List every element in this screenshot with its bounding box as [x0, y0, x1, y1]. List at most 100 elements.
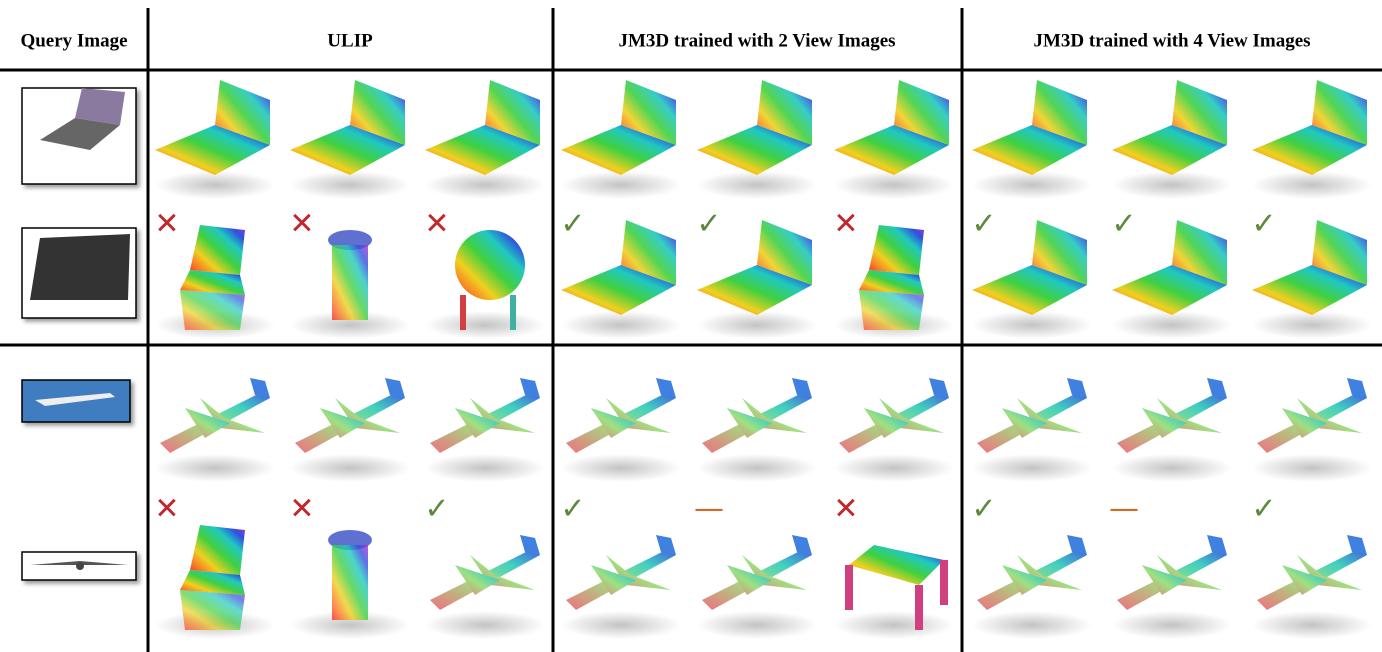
laptop-base: [155, 125, 270, 175]
shadow: [834, 611, 954, 639]
result-mark: ✓: [971, 492, 996, 527]
shadow: [155, 454, 275, 482]
plane-wing: [1017, 398, 1082, 433]
point-cloud: [425, 230, 545, 339]
plane-tail: [656, 378, 676, 398]
point-cloud: [290, 80, 410, 199]
plane-tail: [520, 378, 540, 398]
plane-wing: [455, 565, 500, 595]
airplane-photo: [76, 562, 84, 570]
laptop-base: [290, 125, 405, 175]
point-cloud: [1112, 378, 1232, 482]
result-mark: ✓: [696, 207, 721, 242]
plane-tail: [385, 378, 405, 398]
plane-wing: [1142, 565, 1187, 595]
plane-wing: [1297, 398, 1362, 433]
laptop-base: [1112, 265, 1227, 315]
shadow: [290, 171, 410, 199]
laptop-screen: [757, 80, 812, 145]
column-header: ULIP: [327, 30, 373, 51]
result-mark: ✓: [424, 492, 449, 527]
laptop-screen: [621, 80, 676, 145]
point-cloud: [972, 378, 1092, 482]
point-cloud: [834, 225, 954, 339]
shadow: [1252, 311, 1372, 339]
laptop-screen: [1172, 220, 1227, 285]
plane-wing: [879, 398, 944, 433]
point-cloud: [834, 545, 954, 639]
plane-tail: [520, 535, 540, 555]
shadow: [425, 611, 545, 639]
chair-back: [869, 225, 924, 275]
laptop-screen: [350, 80, 405, 145]
airplane-photo: [35, 393, 115, 406]
chair-leg: [460, 295, 466, 330]
table-leg: [915, 585, 923, 630]
shadow: [561, 311, 681, 339]
plane-tail: [250, 378, 270, 398]
point-cloud: [425, 80, 545, 199]
laptop-screen: [215, 80, 270, 145]
column-header: JM3D trained with 4 View Images: [1033, 30, 1310, 51]
point-cloud: [1252, 535, 1372, 639]
chair-back: [190, 225, 245, 275]
plane-wing: [200, 398, 265, 433]
laptop-base: [697, 125, 812, 175]
laptop-screen: [1312, 80, 1367, 145]
point-cloud: [1112, 220, 1232, 339]
point-cloud: [1112, 80, 1232, 199]
column-header: JM3D trained with 2 View Images: [618, 30, 895, 51]
point-cloud: [972, 80, 1092, 199]
result-mark: ✕: [424, 207, 449, 242]
point-cloud: [1112, 535, 1232, 639]
point-cloud: [155, 80, 275, 199]
laptop-screen: [1032, 80, 1087, 145]
laptop-base: [561, 125, 676, 175]
plane-wing: [606, 398, 671, 433]
point-cloud: [697, 80, 817, 199]
point-cloud: [155, 378, 275, 482]
point-cloud: [290, 530, 410, 639]
plane-wing: [742, 398, 807, 433]
plane-wing: [470, 398, 535, 433]
chair-leg: [510, 295, 516, 330]
point-cloud: [697, 535, 817, 639]
point-cloud: [290, 378, 410, 482]
grid: [0, 8, 1382, 652]
shadow: [561, 171, 681, 199]
point-cloud: [834, 378, 954, 482]
shadow: [697, 171, 817, 199]
plane-tail: [1067, 535, 1087, 555]
point-cloud: [697, 378, 817, 482]
plane-tail: [1207, 378, 1227, 398]
shadow: [1252, 454, 1372, 482]
point-cloud: [425, 378, 545, 482]
result-mark: ✓: [560, 492, 585, 527]
shadow: [425, 311, 545, 339]
laptop-screen: [757, 220, 812, 285]
plane-wing: [185, 408, 230, 438]
plane-tail: [1347, 535, 1367, 555]
point-cloud: [972, 535, 1092, 639]
laptop-base: [972, 265, 1087, 315]
shadow: [1252, 611, 1372, 639]
laptop-photo: [30, 234, 130, 300]
shadow: [834, 454, 954, 482]
plane-wing: [1297, 555, 1362, 590]
plane-tail: [1347, 378, 1367, 398]
result-mark: ✕: [289, 207, 314, 242]
shadow: [1112, 311, 1232, 339]
result-mark: ✕: [833, 492, 858, 527]
plane-tail: [656, 535, 676, 555]
shadow: [972, 454, 1092, 482]
table-leg: [940, 560, 948, 605]
shadow: [290, 454, 410, 482]
point-cloud: [155, 225, 275, 339]
point-cloud: [155, 525, 275, 639]
shadow: [561, 611, 681, 639]
chair-legs: [859, 290, 924, 330]
point-cloud: [1252, 220, 1372, 339]
laptop-base: [1252, 265, 1367, 315]
plane-wing: [727, 565, 772, 595]
